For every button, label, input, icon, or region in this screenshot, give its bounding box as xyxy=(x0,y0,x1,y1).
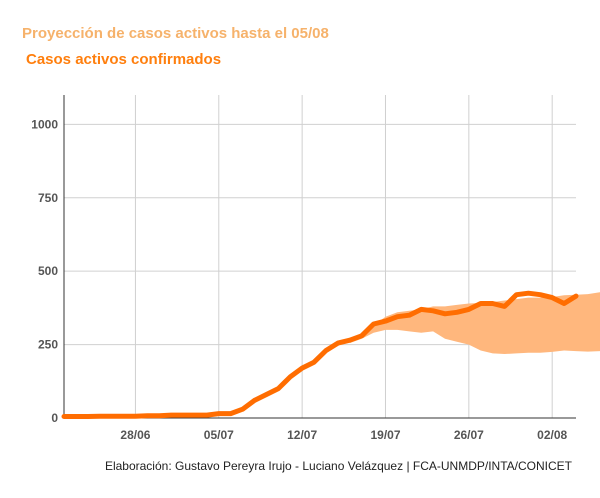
credit-footer: Elaboración: Gustavo Pereyra Irujo - Luc… xyxy=(104,459,572,473)
x-tick-label: 19/07 xyxy=(370,428,400,442)
series-line-layer xyxy=(61,290,579,419)
active-cases-line xyxy=(61,290,579,419)
projection-band-layer xyxy=(349,292,600,354)
grid-lines xyxy=(64,95,576,418)
x-tick-label: 28/06 xyxy=(120,428,150,442)
y-tick-label: 750 xyxy=(38,191,58,205)
x-tick-label: 12/07 xyxy=(287,428,317,442)
x-tick-label: 02/08 xyxy=(537,428,567,442)
y-tick-label: 0 xyxy=(51,411,58,425)
chart-title: Proyección de casos activos hasta el 05/… xyxy=(22,25,329,42)
x-tick-label: 05/07 xyxy=(204,428,234,442)
chart-subtitle: Casos activos confirmados xyxy=(26,51,222,68)
x-tick-label: 26/07 xyxy=(454,428,484,442)
y-tick-label: 500 xyxy=(38,264,58,278)
y-tick-label: 1000 xyxy=(31,117,58,131)
axes xyxy=(63,95,576,419)
y-tick-label: 250 xyxy=(38,338,58,352)
tick-labels: 0 250 500 750 1000 28/06 05/07 12/07 19/07 26/07 0… xyxy=(31,117,567,442)
projection-band xyxy=(349,292,600,354)
